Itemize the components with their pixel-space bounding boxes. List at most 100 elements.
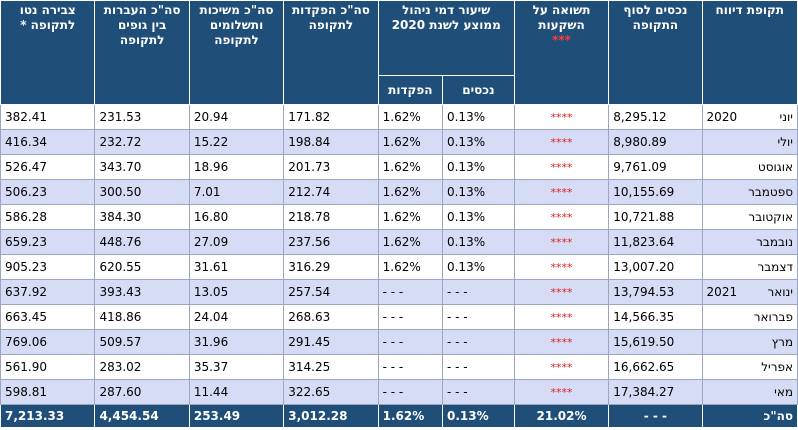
month-label: אפריל <box>761 360 793 374</box>
table-row: פברואר 14,566.35 **** - - -- - -268.63 24.04… <box>0 304 798 330</box>
transfers-cell: 232.72 <box>94 129 190 155</box>
fee-assets-cell: - - - <box>441 304 515 330</box>
month-label: אוקטובר <box>748 210 793 224</box>
withdrawals-cell: 27.09 <box>188 229 285 255</box>
fee-deposits-cell: - - - <box>377 379 443 405</box>
transfers-cell: 509.57 <box>94 329 190 355</box>
table-row: ינואר 2021 13,794.53 **** - - -- - -257.54 13… <box>0 279 798 305</box>
total-net: 7,213.33 <box>0 404 96 428</box>
table-row: דצמבר 13,007.20 **** 0.13% 1.62% 316.29 31.61 6… <box>0 254 798 280</box>
net-cell: 561.90 <box>0 354 96 380</box>
assets-cell: 8,295.12 <box>608 104 703 130</box>
month-cell: פברואר <box>701 304 798 330</box>
fee-assets-cell: - - - <box>441 279 515 305</box>
assets-cell: 16,662.65 <box>608 354 703 380</box>
return-stars-cell: **** <box>513 329 610 355</box>
month-cell: אוקטובר <box>701 204 798 230</box>
net-cell: 637.92 <box>0 279 96 305</box>
withdrawals-cell: 13.05 <box>188 279 285 305</box>
month-label: יוני <box>779 110 793 124</box>
net-cell: 769.06 <box>0 329 96 355</box>
assets-cell: 14,566.35 <box>608 304 703 330</box>
return-stars-cell: **** <box>513 104 610 130</box>
total-row: סה"כ - - - 21.02% 0.13% 1.62% 3,012.28 2… <box>0 404 798 428</box>
total-transfers: 4,454.54 <box>94 404 190 428</box>
deposits-cell: 212.74 <box>283 179 379 205</box>
month-label: ספטמבר <box>748 185 793 199</box>
deposits-cell: 218.78 <box>283 204 379 230</box>
fee-assets-cell: - - - <box>441 329 515 355</box>
fee-assets-cell: 0.13% <box>441 204 515 230</box>
transfers-cell: 343.70 <box>94 154 190 180</box>
header-return-label: תשואה על השקעות <box>532 3 591 32</box>
fee-deposits-cell: - - - <box>377 304 443 330</box>
withdrawals-cell: 24.04 <box>188 304 285 330</box>
month-cell: מרץ <box>701 329 798 355</box>
fee-deposits-cell: 1.62% <box>377 204 443 230</box>
deposits-cell: 316.29 <box>283 254 379 280</box>
transfers-cell: 418.86 <box>94 304 190 330</box>
deposits-cell: 322.65 <box>283 379 379 405</box>
table-row: אפריל 16,662.65 **** - - -- - -314.25 35.37 2… <box>0 354 798 380</box>
net-cell: 506.23 <box>0 179 96 205</box>
return-stars-cell: **** <box>513 254 610 280</box>
withdrawals-cell: 20.94 <box>188 104 285 130</box>
return-stars-cell: **** <box>513 154 610 180</box>
fee-deposits-cell: - - - <box>377 354 443 380</box>
fee-assets-cell: 0.13% <box>441 154 515 180</box>
table-row: יולי 8,980.89 **** 0.13% 1.62% 198.84 15.22 232… <box>0 129 798 155</box>
net-cell: 905.23 <box>0 254 96 280</box>
total-label: סה"כ <box>701 404 798 428</box>
net-cell: 526.47 <box>0 154 96 180</box>
return-stars-cell: **** <box>513 304 610 330</box>
month-cell: ספטמבר <box>701 179 798 205</box>
transfers-cell: 384.30 <box>94 204 190 230</box>
header-return: תשואה על השקעות *** <box>513 0 610 105</box>
fee-deposits-cell: 1.62% <box>377 254 443 280</box>
withdrawals-cell: 15.22 <box>188 129 285 155</box>
header-net: צבירה נטו לתקופה * <box>0 0 96 105</box>
deposits-cell: 198.84 <box>283 129 379 155</box>
header-period: תקופת דיווח <box>701 0 798 105</box>
fee-deposits-cell: - - - <box>377 329 443 355</box>
assets-cell: 8,980.89 <box>608 129 703 155</box>
fee-deposits-cell: 1.62% <box>377 104 443 130</box>
year-label: 2021 <box>706 285 738 299</box>
deposits-cell: 257.54 <box>283 279 379 305</box>
month-label: יולי <box>777 135 793 149</box>
fee-assets-cell: 0.13% <box>441 179 515 205</box>
month-label: נובמבר <box>756 235 793 249</box>
month-cell: אפריל <box>701 354 798 380</box>
assets-cell: 9,761.09 <box>608 154 703 180</box>
header-fee-deposits: הפקדות <box>377 75 443 105</box>
month-label: מאי <box>774 385 793 399</box>
table-row: ספטמבר 10,155.69 **** 0.13% 1.62% 212.74 7.01 3… <box>0 179 798 205</box>
withdrawals-cell: 16.80 <box>188 204 285 230</box>
net-cell: 598.81 <box>0 379 96 405</box>
return-stars-cell: **** <box>513 129 610 155</box>
assets-cell: 13,007.20 <box>608 254 703 280</box>
assets-cell: 11,823.64 <box>608 229 703 255</box>
total-assets: - - - <box>608 404 703 428</box>
transfers-cell: 283.02 <box>94 354 190 380</box>
withdrawals-cell: 11.44 <box>188 379 285 405</box>
table-row: מאי 17,384.27 **** - - -- - -322.65 11.44 287… <box>0 379 798 405</box>
month-label: מרץ <box>771 335 793 349</box>
fee-assets-cell: 0.13% <box>441 229 515 255</box>
table-row: מרץ 15,619.50 **** - - -- - -291.45 31.96 509… <box>0 329 798 355</box>
fee-deposits-cell: 1.62% <box>377 179 443 205</box>
fee-assets-cell: 0.13% <box>441 104 515 130</box>
deposits-cell: 314.25 <box>283 354 379 380</box>
net-cell: 416.34 <box>0 129 96 155</box>
deposits-cell: 237.56 <box>283 229 379 255</box>
assets-cell: 13,794.53 <box>608 279 703 305</box>
month-cell: אוגוסט <box>701 154 798 180</box>
fee-deposits-cell: 1.62% <box>377 229 443 255</box>
net-cell: 586.28 <box>0 204 96 230</box>
withdrawals-cell: 7.01 <box>188 179 285 205</box>
header-withdrawals: סה"כ משיכות ותשלומים לתקופה <box>188 0 285 105</box>
month-label: פברואר <box>753 310 793 324</box>
return-stars-cell: **** <box>513 279 610 305</box>
fee-deposits-cell: 1.62% <box>377 154 443 180</box>
header-fee-assets: נכסים <box>441 75 515 105</box>
